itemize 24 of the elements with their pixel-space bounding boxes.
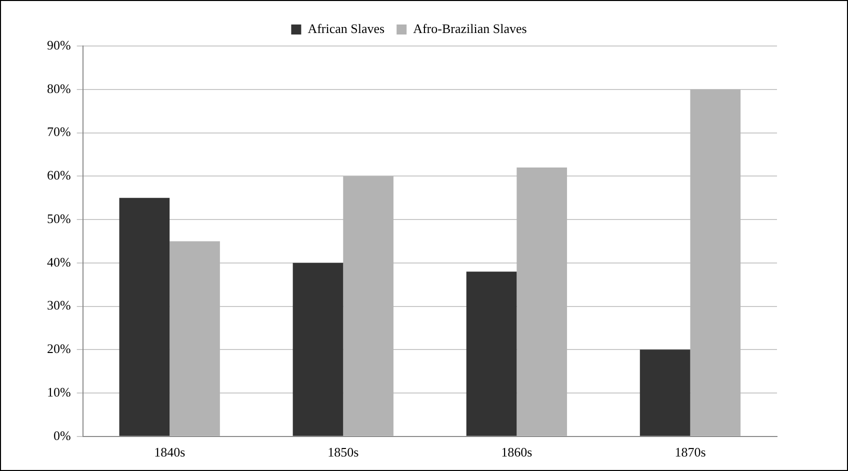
y-tick-label: 20%: [46, 341, 71, 356]
bar: [343, 176, 394, 436]
y-tick-label: 10%: [46, 384, 71, 400]
x-tick-label: 1870s: [674, 444, 706, 460]
x-tick-label: 1860s: [501, 444, 532, 460]
bar: [292, 262, 344, 436]
x-tick-label: 1840s: [154, 444, 186, 460]
y-tick-label: 30%: [46, 298, 71, 313]
x-tick-label: 1850s: [328, 444, 359, 460]
y-tick-label: 90%: [46, 37, 71, 52]
legend-label: African Slaves: [308, 20, 385, 36]
y-tick-label: 40%: [46, 254, 71, 270]
legend-label: Afro-Brazilian Slaves: [413, 20, 527, 36]
y-tick-label: 50%: [46, 210, 71, 226]
bar: [516, 167, 568, 436]
y-tick-label: 80%: [46, 80, 71, 96]
bar: [640, 350, 690, 436]
bar: [466, 272, 517, 436]
y-tick-label: 0%: [53, 428, 71, 443]
y-tick-label: 60%: [46, 168, 71, 183]
y-tick-label: 70%: [46, 124, 71, 140]
bar: [119, 198, 170, 436]
bar: [690, 89, 741, 436]
bar: [170, 241, 220, 436]
